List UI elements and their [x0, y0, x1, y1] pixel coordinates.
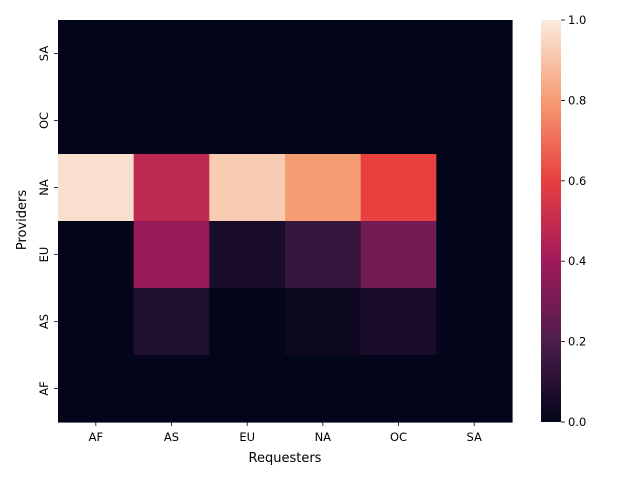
heatmap-cell: [285, 221, 362, 289]
y-tick-label: EU: [37, 247, 51, 263]
x-tick-label: NA: [315, 430, 332, 444]
x-axis-ticks: AF AS EU NA OC SA: [89, 422, 482, 444]
heatmap-cell: [133, 221, 210, 289]
x-tick-label: OC: [390, 430, 407, 444]
heatmap-cell: [285, 154, 362, 222]
y-axis-label: Providers: [15, 190, 30, 251]
heatmap-cell: [58, 154, 135, 222]
heatmap-cell: [58, 355, 135, 423]
x-axis-label: Requesters: [249, 451, 322, 466]
heatmap-cell: [209, 221, 286, 289]
heatmap-cell: [360, 355, 437, 423]
y-tick-label: AF: [37, 381, 51, 395]
y-tick-label: AS: [37, 314, 51, 329]
heatmap-cell: [436, 154, 513, 222]
colorbar: [541, 20, 561, 422]
heatmap-cell: [133, 20, 210, 88]
heatmap-cell: [209, 288, 286, 356]
heatmap-cell: [436, 20, 513, 88]
heatmap-cell: [360, 288, 437, 356]
colorbar-tick-label: 0.2: [568, 335, 586, 349]
colorbar-ticks: 0.0 0.2 0.4 0.6 0.8 1.0: [561, 13, 586, 429]
heatmap-cell: [436, 355, 513, 423]
colorbar-tick-label: 1.0: [568, 13, 586, 27]
heatmap-cell: [436, 87, 513, 155]
heatmap-cell: [58, 221, 135, 289]
colorbar-tick-label: 0.4: [568, 254, 586, 268]
heatmap-cell: [436, 221, 513, 289]
colorbar-tick-label: 0.0: [568, 415, 586, 429]
heatmap-cell: [58, 288, 135, 356]
heatmap-cell: [285, 87, 362, 155]
heatmap-cell: [285, 288, 362, 356]
heatmap-cell: [58, 87, 135, 155]
heatmap-cell: [360, 221, 437, 289]
heatmap-cell: [133, 288, 210, 356]
heatmap-cell: [360, 20, 437, 88]
x-tick-label: SA: [466, 430, 482, 444]
heatmap-cell: [209, 154, 286, 222]
heatmap-cell: [436, 288, 513, 356]
colorbar-tick-label: 0.8: [568, 93, 586, 107]
y-tick-label: OC: [37, 112, 51, 129]
heatmap-cell: [133, 87, 210, 155]
heatmap-cell: [360, 87, 437, 155]
heatmap-cell: [285, 20, 362, 88]
y-tick-label: SA: [37, 46, 51, 62]
x-tick-label: EU: [239, 430, 255, 444]
colorbar-tick-label: 0.6: [568, 174, 586, 188]
heatmap-cell: [209, 355, 286, 423]
heatmap-cell: [133, 355, 210, 423]
heatmap-cell: [360, 154, 437, 222]
heatmap-cell: [209, 87, 286, 155]
heatmap-cell: [58, 20, 135, 88]
heatmap-cell: [133, 154, 210, 222]
heatmap-cells: [58, 20, 513, 423]
y-tick-label: NA: [37, 179, 51, 196]
heatmap-cell: [209, 20, 286, 88]
y-axis-ticks: SA OC NA EU AS AF: [37, 46, 58, 396]
heatmap-cell: [285, 355, 362, 423]
x-tick-label: AF: [89, 430, 103, 444]
x-tick-label: AS: [164, 430, 179, 444]
